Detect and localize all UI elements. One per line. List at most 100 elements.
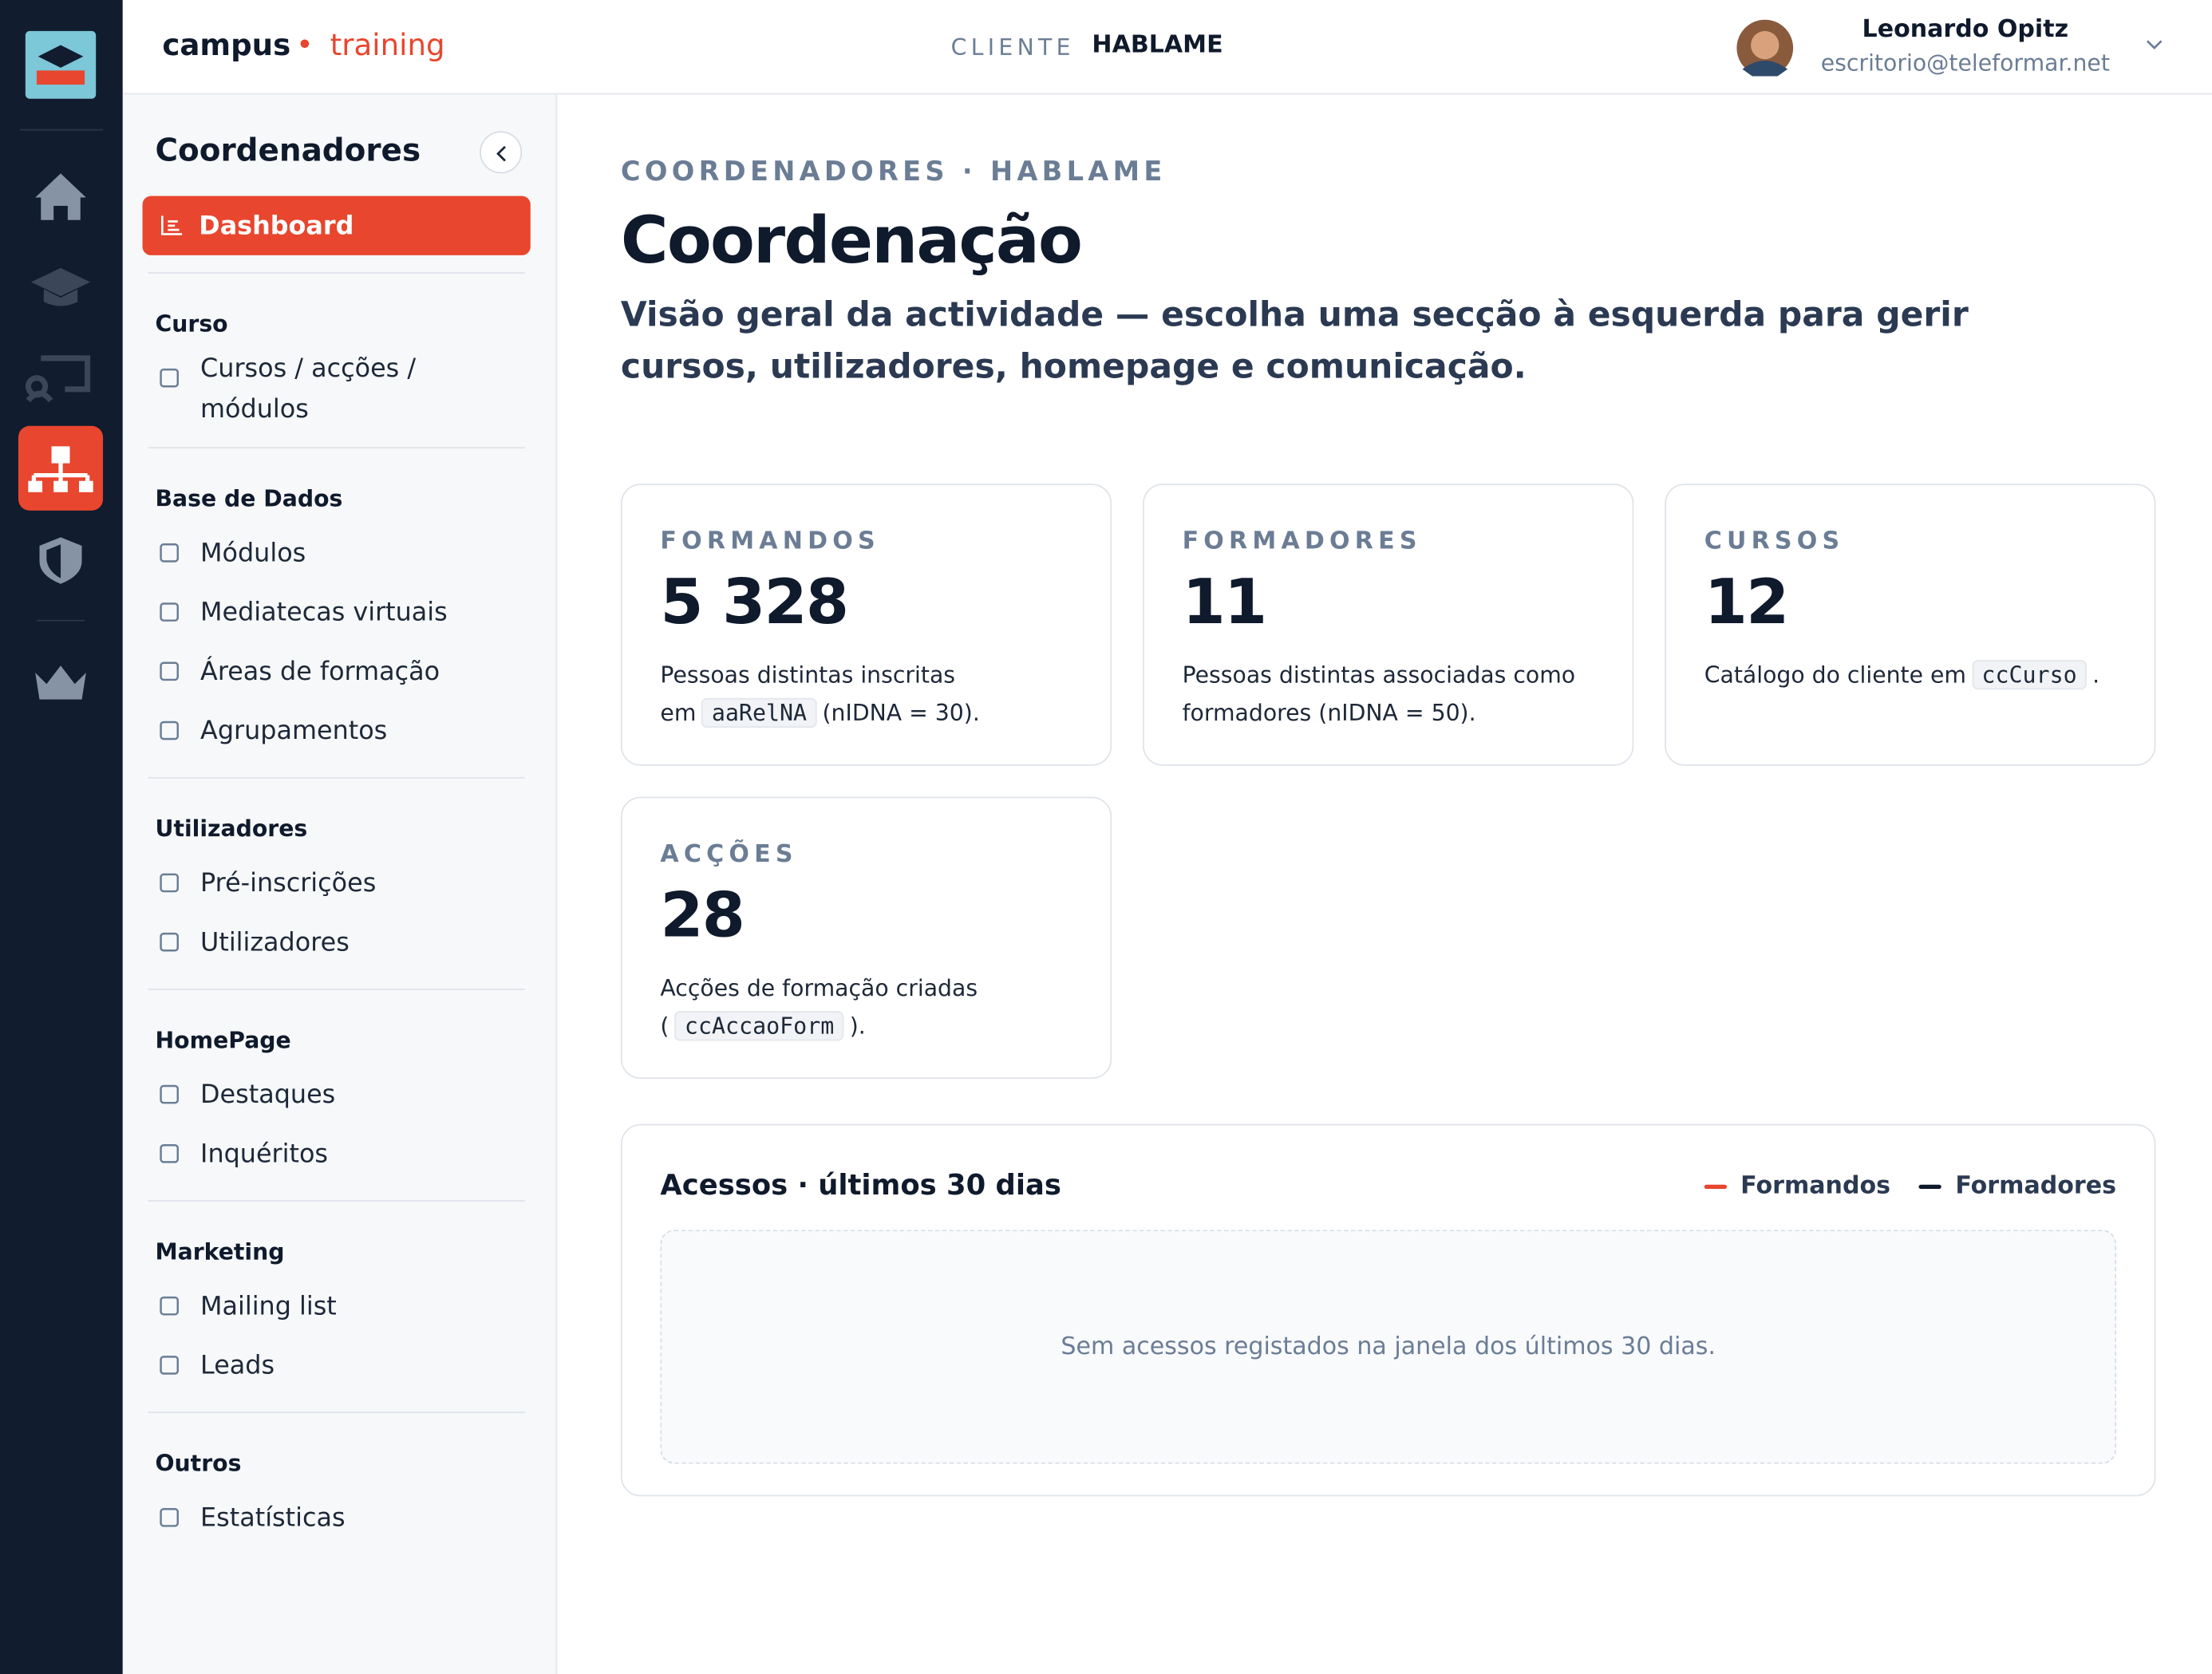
nav-icon [160,1507,180,1527]
app-rail [0,0,123,1674]
nav-icon [160,721,180,740]
teach-icon[interactable] [25,355,91,403]
nav-icon [160,661,180,681]
main-content: COORDENADORES · HABLAME Coordenação Visã… [557,94,2212,1674]
nav-section-title: Marketing [155,1238,285,1265]
card-description: Pessoas distintas associadas como formad… [1182,661,1576,727]
nav-label: Mailing list [200,1291,337,1321]
card-description: Acções de formação criadas ( [660,974,978,1040]
home-icon[interactable] [35,173,86,220]
nav-item[interactable]: Estatísticas [143,1488,531,1547]
legend-label: Formadores [1955,1171,2116,1201]
nav-label: Destaques [200,1080,336,1110]
code-ref: ccCurso [1972,660,2088,690]
legend-entry: Formadores [1918,1172,2116,1200]
nav-item[interactable]: Agrupamentos [143,701,531,760]
collapse-button[interactable] [480,131,523,174]
user-name: Leonardo Opitz [1862,15,2069,44]
nav-icon [160,602,180,622]
nav-item[interactable]: Mailing list [143,1277,531,1336]
code-ref: aaRelNA [701,697,817,728]
card-value: 12 [1704,567,1789,639]
nav-item[interactable]: Áreas de formação [143,642,531,701]
nav-item[interactable]: Mediatecas virtuais [143,582,531,642]
security-icon[interactable] [39,537,82,584]
nav-label: Áreas de formação [200,656,440,686]
nav-divider [148,447,525,449]
brand-dot [300,39,310,49]
nav-item[interactable]: Destaques [143,1064,531,1123]
nav-label: Leads [200,1350,275,1380]
activity-panel: Acessos · últimos 30 dias Formandos Forma… [620,1123,2156,1497]
card-text: Acções de formação criadas (ccAccaoForm)… [660,969,1072,1044]
card-value: 11 [1182,567,1267,639]
stat-card: CURSOS 12 Catálogo do cliente em ccCurso. [1665,484,2156,766]
nav-icon [160,932,180,952]
nav-label: Módulos [200,538,306,568]
rail-icons [18,30,104,700]
nav-icon [160,368,180,388]
client-label: CLIENTE [950,34,1075,61]
nav-divider [148,989,525,990]
nav-section: Utilizadores Pré-inscrições Utilizadores [143,815,531,989]
nav-section: HomePage Destaques Inquéritos [143,1027,531,1200]
sidebar-title: Coordenadores [155,133,421,170]
nav-label: Pré-inscrições [200,867,377,898]
nav-divider [148,272,525,274]
nav-divider [148,1200,525,1202]
legend-swatch [1704,1183,1727,1189]
card-description-end: . [2092,661,2100,689]
nav-label: Cursos / acções / módulos [200,353,417,425]
legend-label: Formandos [1740,1171,1891,1201]
card-text: Catálogo do cliente em ccCurso. [1704,656,2116,694]
nav-item[interactable]: Utilizadores [143,913,531,972]
nav-sections: Curso Cursos / acções / módulos Base de Da… [143,272,531,1564]
card-description: Catálogo do cliente em [1704,661,1966,689]
empty-state: Sem acessos registados na janela dos últ… [660,1230,2116,1464]
sidebar: Coordenadores Dashboard Curso Cursos / ac… [122,94,558,1674]
nav-section-title: HomePage [155,1026,291,1054]
brand: campus [162,28,291,62]
nav-icon [160,873,180,893]
panel-title: Acessos · últimos 30 dias [660,1167,1061,1202]
nav-divider [148,776,525,779]
nav-section: Curso Cursos / acções / módulos [143,310,531,447]
card-value: 28 [660,879,745,953]
nav-label: Inquéritos [200,1139,329,1169]
nav-section-title: Utilizadores [155,815,308,843]
nav-item[interactable]: Inquéritos [143,1124,531,1183]
page-title: Coordenação [620,201,1083,278]
nav-label: Dashboard [199,211,354,241]
nav-item[interactable]: Módulos [143,523,531,582]
user-menu-toggle[interactable] [2146,38,2163,53]
avatar[interactable] [1736,18,1795,77]
nav-section: Marketing Mailing list Leads [143,1238,531,1411]
top-bar: campus training CLIENTE HABLAME Leonardo… [122,0,2212,95]
stat-card: FORMADORES 11 Pessoas distintas associadas… [1143,484,1634,766]
card-description: Pessoas distintas inscritas em [660,661,956,727]
nav-item-active[interactable]: Dashboard [142,195,531,255]
nav-label: Utilizadores [200,927,350,957]
card-label: FORMANDOS [660,527,880,556]
nav-icon [160,1084,180,1104]
user-email: escritorio@teleformar.net [1820,49,2110,77]
card-label: CURSOS [1704,527,1845,556]
card-text: Pessoas distintas inscritas em aaRelNA (nI… [660,656,1072,732]
admin-icon[interactable] [35,665,86,700]
nav-section-title: Base de Dados [155,485,343,512]
code-ref: ccAccaoForm [674,1011,844,1041]
card-description-end: (nIDNA = 30). [822,699,980,727]
nav-icon [160,1143,180,1163]
stat-card: FORMANDOS 5 328 Pessoas distintas inscrita… [620,484,1112,766]
nav-icon [160,1356,180,1375]
nav-item[interactable]: Pré-inscrições [143,853,531,912]
card-label: FORMADORES [1182,527,1422,556]
brand-accent: training [330,28,445,62]
course-icon[interactable] [30,267,91,306]
nav-item[interactable]: Cursos / acções / módulos [143,349,531,431]
card-label: ACÇÕES [660,840,798,869]
nav-item[interactable]: Leads [143,1336,531,1395]
